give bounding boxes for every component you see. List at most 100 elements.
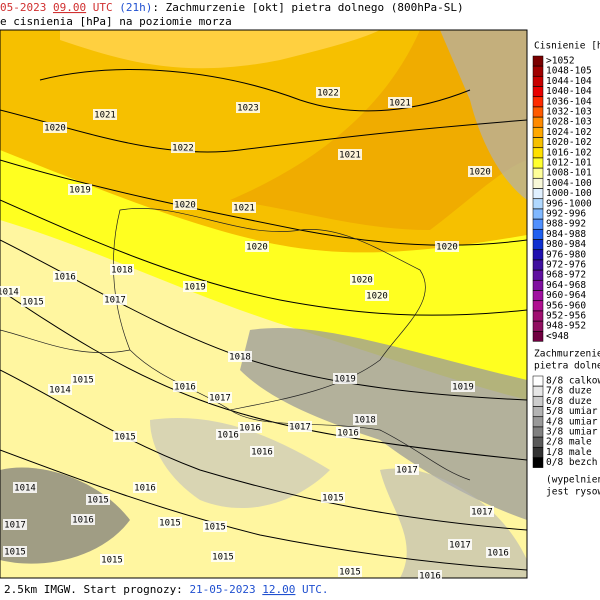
isobar-label-bg [68,184,92,195]
isobar-label: 1019 [452,383,474,393]
isobar-label: 1015 [339,568,361,578]
isobar-label-bg [418,570,442,581]
zone-1024 [230,30,527,230]
isobar-label-bg [110,264,134,275]
isobar-label: 1017 [209,394,231,404]
isobar-label: 1015 [114,433,136,443]
isobar-label: 1020 [246,243,268,253]
header-title: 05-2023 09.00 UTC (21h): Zachmurzenie [o… [0,1,464,14]
cloud-area [150,418,330,509]
header-part: UTC [86,1,119,14]
isobar-label-bg [395,464,419,475]
isobar-label: 1016 [54,273,76,283]
isobar-label-bg [3,519,27,530]
isobar-label-bg [338,149,362,160]
legend-label: 1024-102 [546,127,592,138]
zone-high [60,30,380,69]
isobar-label: 1015 [87,496,109,506]
isobar-label-bg [71,514,95,525]
isobar-label: 1014 [0,288,19,298]
legend-swatch [532,457,544,468]
isobar-label: 1018 [229,353,251,363]
legend-swatch [532,147,544,159]
isobar-label: 1020 [351,276,373,286]
legend-label: 1032-103 [546,107,592,118]
legend-swatch [532,116,544,128]
isobar-label: 1016 [217,431,239,441]
legend-swatch [532,269,544,281]
isobar-label: 1017 [104,296,126,306]
isobar-label: 1019 [334,375,356,385]
header-part: 05-2023 [0,1,53,14]
isobar-label-bg [353,414,377,425]
legend-label: 968-972 [546,270,586,281]
isobar-label-bg [93,109,117,120]
isobar-label: 1016 [134,484,156,494]
isobar-label: 1023 [237,104,259,114]
isobar-label-bg [71,374,95,385]
legend-swatch [532,259,544,271]
legend-swatch [532,198,544,210]
isobar-label: 1015 [204,523,226,533]
isobar-label: 1018 [111,266,133,276]
isobar-label: 1021 [233,204,255,214]
isobar-label-bg [468,166,492,177]
isobar-label-bg [486,547,510,558]
legend-swatch [532,436,544,448]
isobar-label-bg [470,506,494,517]
legend-label: 980-984 [546,239,586,250]
isobar-label: 1018 [354,416,376,426]
legend-label: 1004-100 [546,178,592,189]
isobar-label: 1017 [471,508,493,518]
legend-label: 7/8 duze [546,386,592,397]
isobar-label: 1016 [419,572,441,582]
cloud-area [440,30,527,200]
legend-label: 1/8 male [546,447,592,458]
isobar-label-bg [365,290,389,301]
legend-swatch [532,137,544,148]
isobar-label-bg [173,199,197,210]
legend-swatch [532,218,544,230]
legend-label: 1016-102 [546,147,592,158]
isobar-label: 1015 [72,376,94,386]
isobar-label-bg [21,296,45,307]
isobar-label-bg [216,429,240,440]
legend-swatch [532,426,544,438]
legend-label: 984-988 [546,229,586,240]
footer: 2.5km IMGW. Start prognozy: 21-05-2023 1… [4,583,329,596]
isobar-label-bg [158,517,182,528]
legend-swatch [532,385,544,397]
isobar-label-bg [53,271,77,282]
legend-label: 964-968 [546,280,586,291]
header-part: 09.00 [53,1,86,14]
legend-label: 8/8 calkow [546,376,600,387]
legend-swatch [532,447,544,458]
isobar-label-bg [232,202,256,213]
isobar-label-bg [100,554,124,565]
isobar-label: 1015 [4,548,26,558]
legend-label: 4/8 umiar [546,416,598,427]
footer-part: 2.5km IMGW. Start prognozy: [4,583,189,596]
isobar-label-bg [350,274,374,285]
isobar-label: 1021 [94,111,116,121]
legend-label: >1052 [546,56,575,67]
isobar-label-bg [48,384,72,395]
legend-swatch [532,320,544,332]
legend-swatch [532,157,544,169]
legend-label: 3/8 umiar [546,427,598,438]
isobar-label-bg [208,392,232,403]
legend-label: 1048-105 [546,66,592,77]
footer-part: 12.00 [262,583,295,596]
legend-label: 992-996 [546,209,586,220]
legend-swatch [532,208,544,220]
footer-part: 21-05-2023 [189,583,262,596]
isobar-label-bg [435,241,459,252]
legend-label: 972-976 [546,260,586,271]
legend-note: (wypelnien [546,475,600,486]
legend-title: pietra dolneg [534,361,600,372]
legend-swatch [532,375,544,387]
legend-label: 948-952 [546,321,586,332]
isobar-label: 1016 [337,429,359,439]
isobar-label: 1020 [174,201,196,211]
